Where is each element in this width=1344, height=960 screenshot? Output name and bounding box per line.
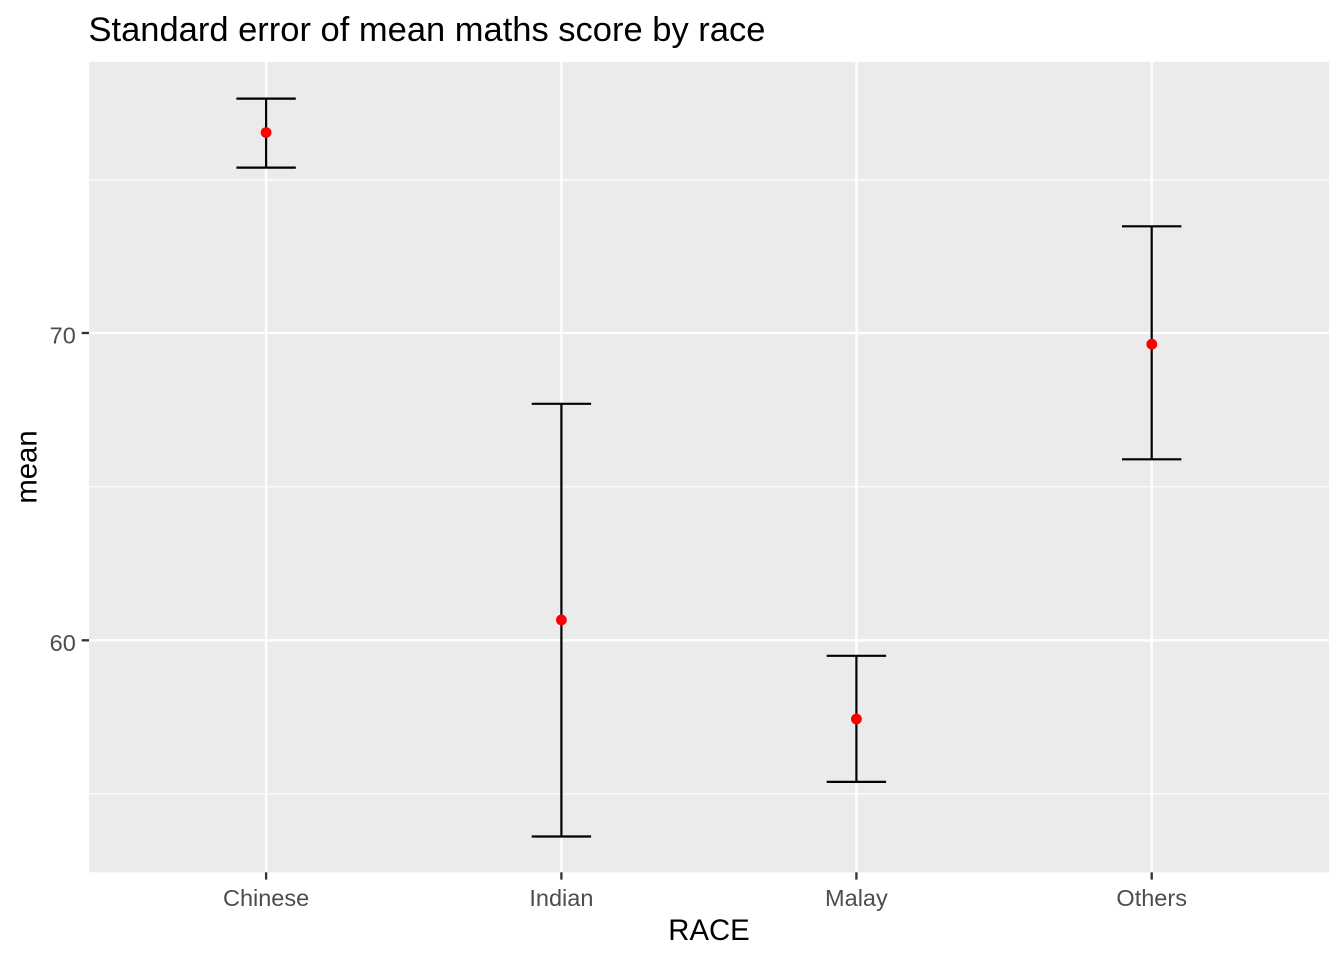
- svg-text:Malay: Malay: [825, 885, 888, 911]
- svg-text:Others: Others: [1116, 885, 1187, 911]
- svg-text:Indian: Indian: [529, 885, 593, 911]
- svg-text:Standard error of mean maths s: Standard error of mean maths score by ra…: [89, 11, 766, 49]
- svg-text:60: 60: [50, 630, 76, 656]
- svg-text:mean: mean: [11, 430, 44, 503]
- svg-text:70: 70: [50, 323, 76, 349]
- svg-text:RACE: RACE: [668, 914, 749, 947]
- svg-text:Chinese: Chinese: [223, 885, 309, 911]
